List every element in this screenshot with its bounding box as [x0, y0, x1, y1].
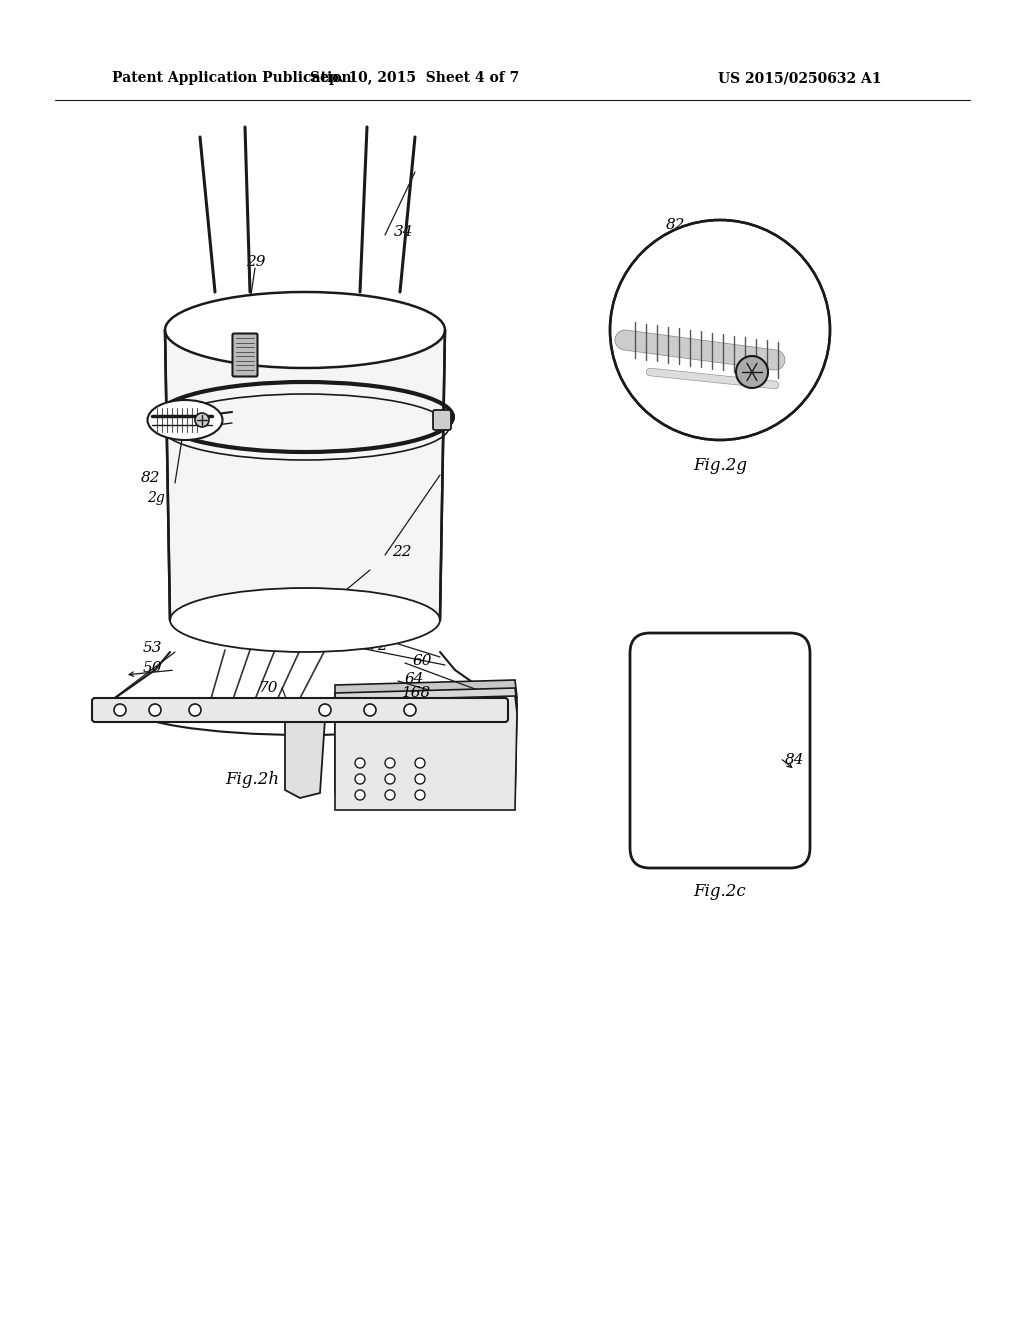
Polygon shape: [335, 696, 517, 810]
Text: Fig.2h: Fig.2h: [225, 771, 280, 788]
Circle shape: [189, 704, 201, 715]
Text: 82: 82: [140, 471, 160, 484]
Polygon shape: [285, 719, 325, 799]
Circle shape: [385, 758, 395, 768]
Circle shape: [404, 704, 416, 715]
Polygon shape: [335, 680, 517, 788]
Circle shape: [610, 220, 830, 440]
Text: 34: 34: [394, 224, 414, 239]
Circle shape: [319, 704, 331, 715]
Text: 70: 70: [258, 681, 278, 696]
Text: 50: 50: [142, 661, 162, 675]
FancyBboxPatch shape: [232, 334, 257, 376]
Circle shape: [736, 356, 768, 388]
Text: Fig.2g: Fig.2g: [693, 457, 746, 474]
Text: 168: 168: [402, 686, 431, 700]
FancyBboxPatch shape: [630, 634, 810, 869]
Text: 82: 82: [666, 218, 685, 232]
Circle shape: [150, 704, 161, 715]
Text: 72: 72: [368, 639, 387, 653]
Ellipse shape: [170, 587, 440, 652]
Text: 64: 64: [406, 672, 425, 686]
Text: US 2015/0250632 A1: US 2015/0250632 A1: [718, 71, 882, 84]
Ellipse shape: [165, 292, 445, 368]
Text: 84: 84: [785, 752, 805, 767]
Ellipse shape: [147, 400, 222, 440]
Circle shape: [195, 413, 209, 426]
Polygon shape: [165, 330, 445, 620]
Circle shape: [114, 704, 126, 715]
Circle shape: [355, 758, 365, 768]
Text: 53: 53: [142, 642, 162, 655]
Text: 166: 166: [402, 704, 431, 717]
Circle shape: [355, 789, 365, 800]
Text: 22: 22: [392, 545, 412, 558]
Circle shape: [385, 774, 395, 784]
Text: Fig.2c: Fig.2c: [693, 883, 746, 900]
Circle shape: [364, 704, 376, 715]
Circle shape: [415, 789, 425, 800]
Text: 29: 29: [246, 255, 265, 269]
FancyBboxPatch shape: [433, 411, 451, 430]
Polygon shape: [335, 688, 517, 799]
Text: 2g: 2g: [147, 491, 165, 506]
Text: 54: 54: [151, 708, 170, 722]
Text: Sep. 10, 2015  Sheet 4 of 7: Sep. 10, 2015 Sheet 4 of 7: [310, 71, 519, 84]
Text: 62: 62: [368, 622, 387, 636]
Text: 60: 60: [413, 653, 432, 668]
Circle shape: [415, 774, 425, 784]
Circle shape: [385, 789, 395, 800]
FancyBboxPatch shape: [92, 698, 508, 722]
Circle shape: [415, 758, 425, 768]
Text: Patent Application Publication: Patent Application Publication: [112, 71, 351, 84]
Circle shape: [355, 774, 365, 784]
